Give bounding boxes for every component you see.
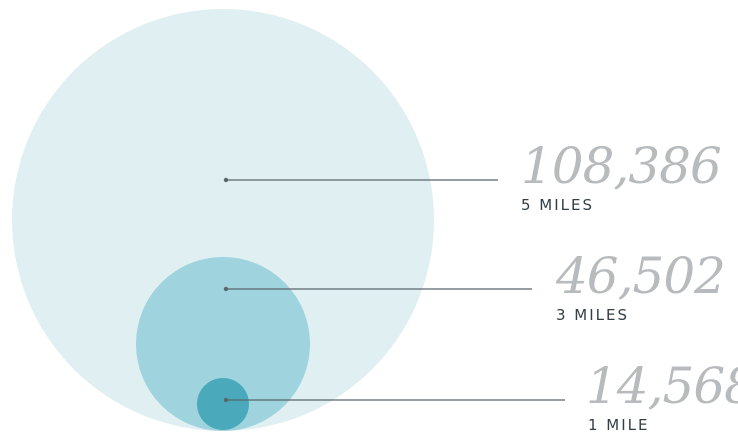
radius-label-1-mile: 1 MILE [588,416,650,434]
radius-label-5-miles: 5 MILES [521,196,594,214]
value-5-miles: 108,386 [521,137,721,195]
radius-label-3-miles: 3 MILES [556,306,629,324]
ring-1-mile [197,378,249,430]
leader-dot-3-miles [223,286,229,292]
value-1-mile: 14,568 [586,357,738,415]
leader-dot-5-miles [223,177,229,183]
value-3-miles: 46,502 [555,247,725,305]
leader-dot-1-mile [223,397,229,403]
ring-3-miles [136,257,310,431]
ring-5-miles [12,9,434,431]
